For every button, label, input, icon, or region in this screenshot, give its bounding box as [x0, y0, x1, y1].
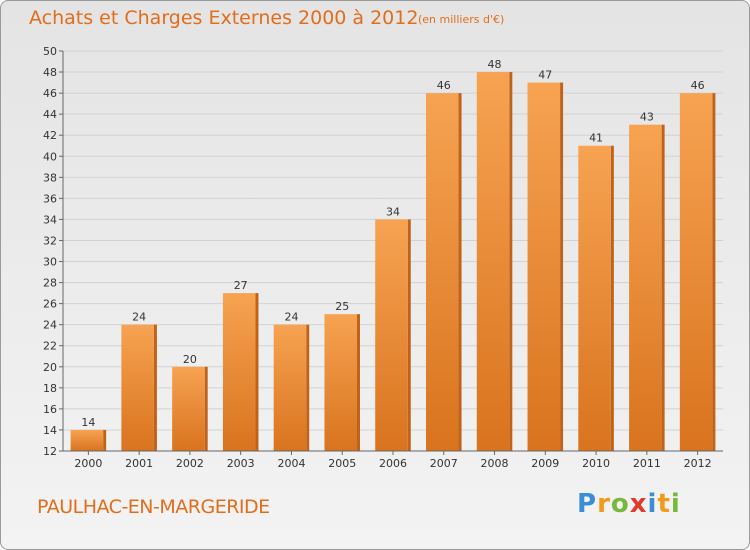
bar — [172, 366, 205, 451]
bar-value-label: 46 — [437, 79, 451, 92]
y-tick-label: 40 — [43, 150, 57, 163]
bar — [121, 324, 154, 451]
logo-letter: o — [610, 489, 630, 519]
y-tick-label: 14 — [43, 424, 57, 437]
y-tick-label: 34 — [43, 213, 57, 226]
bar-value-label: 25 — [335, 300, 349, 313]
y-tick-label: 22 — [43, 340, 57, 353]
x-tick-label: 2007 — [430, 457, 458, 470]
logo-letter: r — [597, 489, 611, 519]
x-tick-label: 2012 — [684, 457, 712, 470]
bar — [273, 324, 307, 451]
bar — [476, 72, 510, 451]
bar — [222, 293, 256, 451]
logo-letter: P — [577, 489, 598, 519]
x-tick-label: 2003 — [227, 457, 255, 470]
bar-value-label: 34 — [386, 205, 400, 218]
x-tick-label: 2009 — [531, 457, 559, 470]
bar-shadow — [407, 219, 411, 451]
y-tick-label: 28 — [43, 277, 57, 290]
y-tick-label: 42 — [43, 129, 57, 142]
logo-letter: i — [647, 489, 658, 519]
bar — [629, 124, 662, 452]
y-tick-label: 36 — [43, 192, 57, 205]
bar-shadow — [255, 293, 259, 451]
logo-letter: i — [670, 489, 681, 519]
bar — [679, 93, 713, 452]
logo-letter: x — [629, 489, 648, 519]
y-tick-label: 24 — [43, 319, 57, 332]
bar-value-label: 24 — [284, 311, 298, 324]
bar-shadow — [204, 366, 208, 451]
axes: 12 14 16 18 20 22 24 26 28 30 32 34 36 38 40 42 44 46 48 50… — [43, 45, 723, 470]
x-tick-label: 2000 — [74, 457, 102, 470]
bar-value-label: 48 — [488, 58, 502, 71]
bar-value-label: 47 — [538, 69, 552, 82]
bar-shadow — [560, 82, 564, 451]
bar-value-label: 24 — [132, 311, 146, 324]
chart-subtitle: (en milliers d'€) — [418, 13, 505, 26]
x-tick-label: 2006 — [379, 457, 407, 470]
bar-value-label: 46 — [691, 79, 705, 92]
bar — [324, 314, 357, 451]
y-tick-label: 46 — [43, 87, 57, 100]
bar-value-label: 41 — [589, 132, 603, 145]
y-tick-label: 12 — [43, 445, 57, 458]
bar-value-label: 20 — [183, 353, 197, 366]
bar-shadow — [153, 324, 157, 451]
bar-value-label: 43 — [640, 111, 654, 124]
bar-value-label: 14 — [81, 416, 95, 429]
bar-shadow — [103, 429, 107, 451]
x-tick-label: 2011 — [633, 457, 661, 470]
commune-name: PAULHAC-EN-MARGERIDE — [37, 496, 270, 518]
y-tick-label: 38 — [43, 171, 57, 184]
bar-shadow — [458, 93, 462, 452]
x-tick-label: 2001 — [125, 457, 153, 470]
x-tick-label: 2010 — [582, 457, 610, 470]
y-tick-label: 48 — [43, 66, 57, 79]
x-tick-label: 2005 — [328, 457, 356, 470]
y-tick-label: 26 — [43, 298, 57, 311]
proxiti-logo[interactable]: Proxiti — [577, 489, 681, 519]
bar-shadow — [610, 145, 614, 451]
bar-shadow — [306, 324, 310, 451]
bar-value-label: 27 — [234, 279, 248, 292]
y-tick-label: 16 — [43, 403, 57, 416]
bar — [578, 145, 611, 451]
logo-letter: t — [657, 489, 671, 519]
chart-title: Achats et Charges Externes 2000 à 2012 — [29, 7, 419, 29]
bar-shadow — [712, 93, 716, 452]
bar — [426, 93, 459, 452]
y-tick-label: 30 — [43, 256, 57, 269]
bar-shadow — [357, 314, 360, 451]
y-tick-label: 18 — [43, 382, 57, 395]
bar — [375, 219, 408, 451]
bars: 14 24 20 27 24 25 34 46 48 47 41 43 46 — [70, 58, 716, 452]
x-tick-label: 2004 — [277, 457, 305, 470]
bar — [527, 82, 561, 451]
y-tick-label: 50 — [43, 45, 57, 58]
x-tick-label: 2008 — [481, 457, 509, 470]
bar — [70, 429, 104, 451]
y-tick-label: 32 — [43, 234, 57, 247]
bar-shadow — [661, 124, 665, 452]
y-tick-label: 20 — [43, 361, 57, 374]
y-tick-label: 44 — [43, 108, 57, 121]
x-tick-label: 2002 — [176, 457, 204, 470]
bar-shadow — [509, 72, 513, 451]
